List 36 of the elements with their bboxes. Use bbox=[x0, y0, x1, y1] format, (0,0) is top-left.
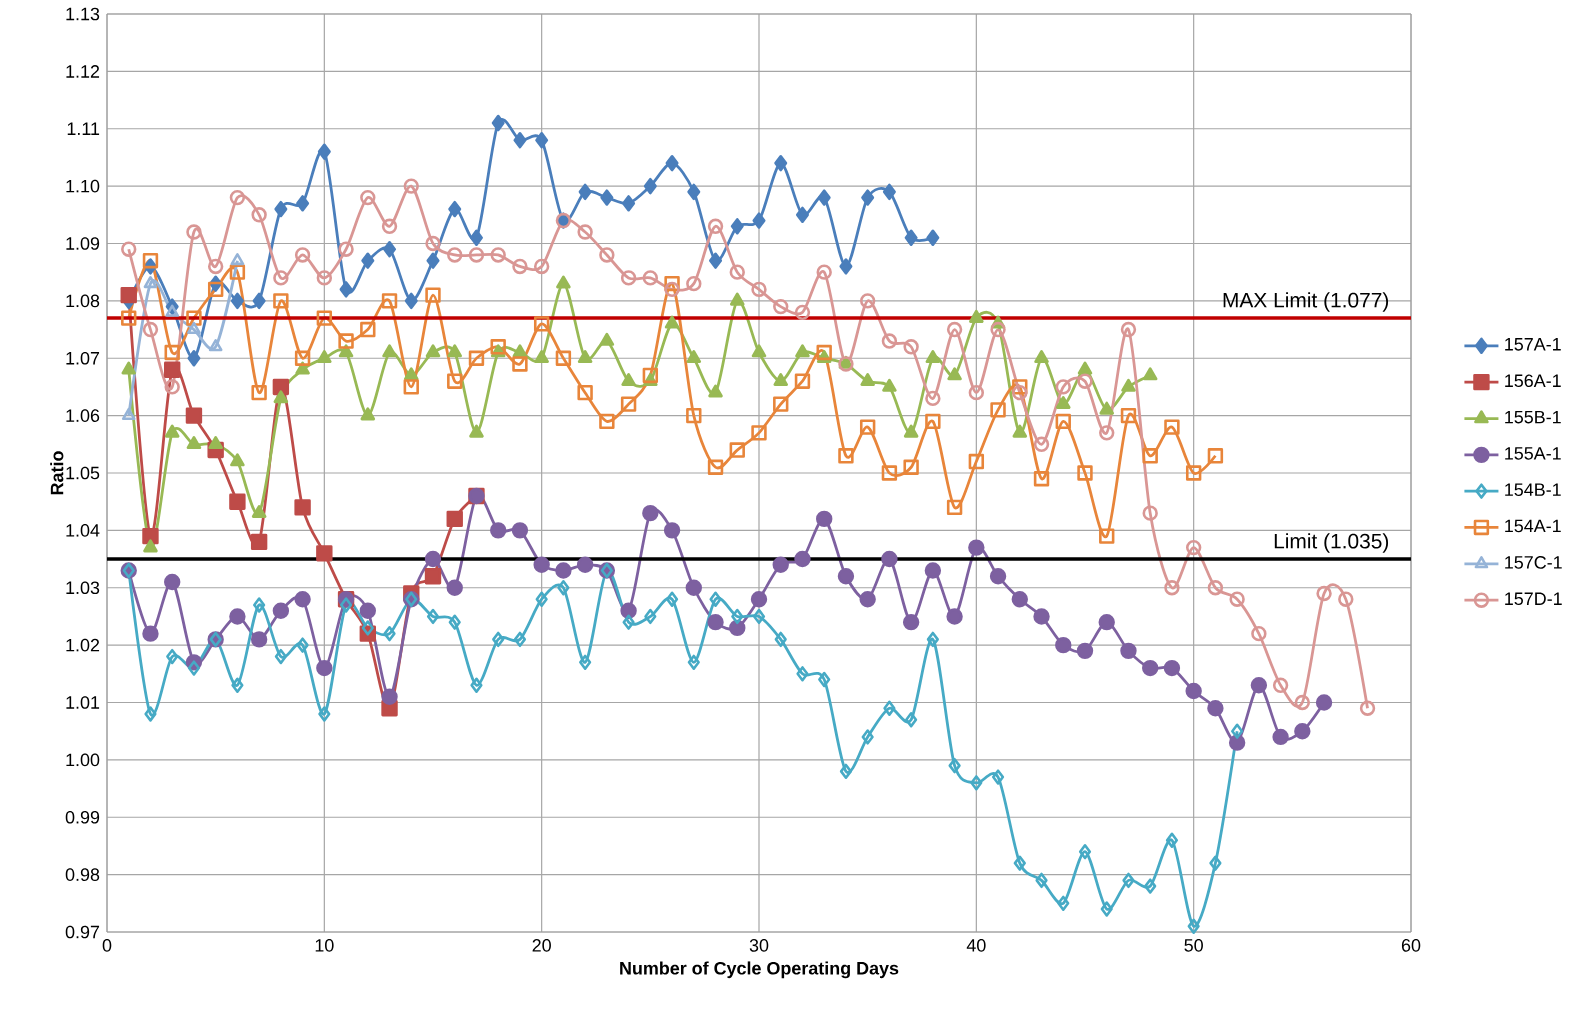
ref-line-label: Limit (1.035) bbox=[1274, 533, 1389, 553]
y-tick-label: 1.13 bbox=[66, 7, 100, 21]
y-tick-label: 0.97 bbox=[65, 925, 100, 939]
x-tick-label: 30 bbox=[749, 939, 769, 952]
legend-label: 157A-1 bbox=[1505, 338, 1561, 351]
y-tick-label: 1.03 bbox=[66, 581, 100, 595]
x-axis-title: Number of Cycle Operating Days bbox=[620, 961, 899, 979]
y-tick-label: 1.04 bbox=[66, 524, 100, 537]
legend-label: 154B-1 bbox=[1505, 483, 1561, 497]
y-tick-label: 1.02 bbox=[66, 638, 100, 652]
y-tick-label: 0.98 bbox=[65, 868, 100, 881]
legend-label: 155A-1 bbox=[1505, 447, 1561, 460]
y-tick-label: 0.99 bbox=[65, 810, 100, 824]
x-tick-label: 10 bbox=[315, 939, 334, 952]
y-tick-label: 1.12 bbox=[66, 65, 100, 78]
y-tick-label: 1.01 bbox=[66, 696, 100, 709]
y-tick-label: 1.09 bbox=[66, 237, 100, 250]
y-tick-label: 1.05 bbox=[66, 466, 100, 480]
x-tick-label: 20 bbox=[532, 939, 551, 952]
y-tick-label: 1.06 bbox=[66, 409, 100, 422]
x-tick-label: 60 bbox=[1401, 939, 1421, 952]
legend-label: 156A-1 bbox=[1505, 374, 1561, 388]
y-tick-label: 1.11 bbox=[67, 122, 100, 135]
y-tick-label: 1.07 bbox=[66, 351, 100, 365]
y-tick-label: 1.10 bbox=[66, 179, 100, 193]
y-tick-label: 1.00 bbox=[66, 753, 100, 767]
x-tick-label: 0 bbox=[102, 939, 112, 952]
x-tick-label: 40 bbox=[966, 939, 986, 952]
legend-label: 157C-1 bbox=[1505, 556, 1562, 569]
y-tick-label: 1.08 bbox=[66, 294, 100, 308]
x-tick-label: 50 bbox=[1184, 939, 1203, 952]
legend-label: 154A-1 bbox=[1505, 519, 1561, 533]
ref-line-label: MAX Limit (1.077) bbox=[1223, 292, 1389, 312]
legend-label: 157D-1 bbox=[1505, 592, 1562, 606]
y-axis-title: Ratio bbox=[50, 451, 64, 495]
legend-label: 155B-1 bbox=[1505, 410, 1561, 424]
